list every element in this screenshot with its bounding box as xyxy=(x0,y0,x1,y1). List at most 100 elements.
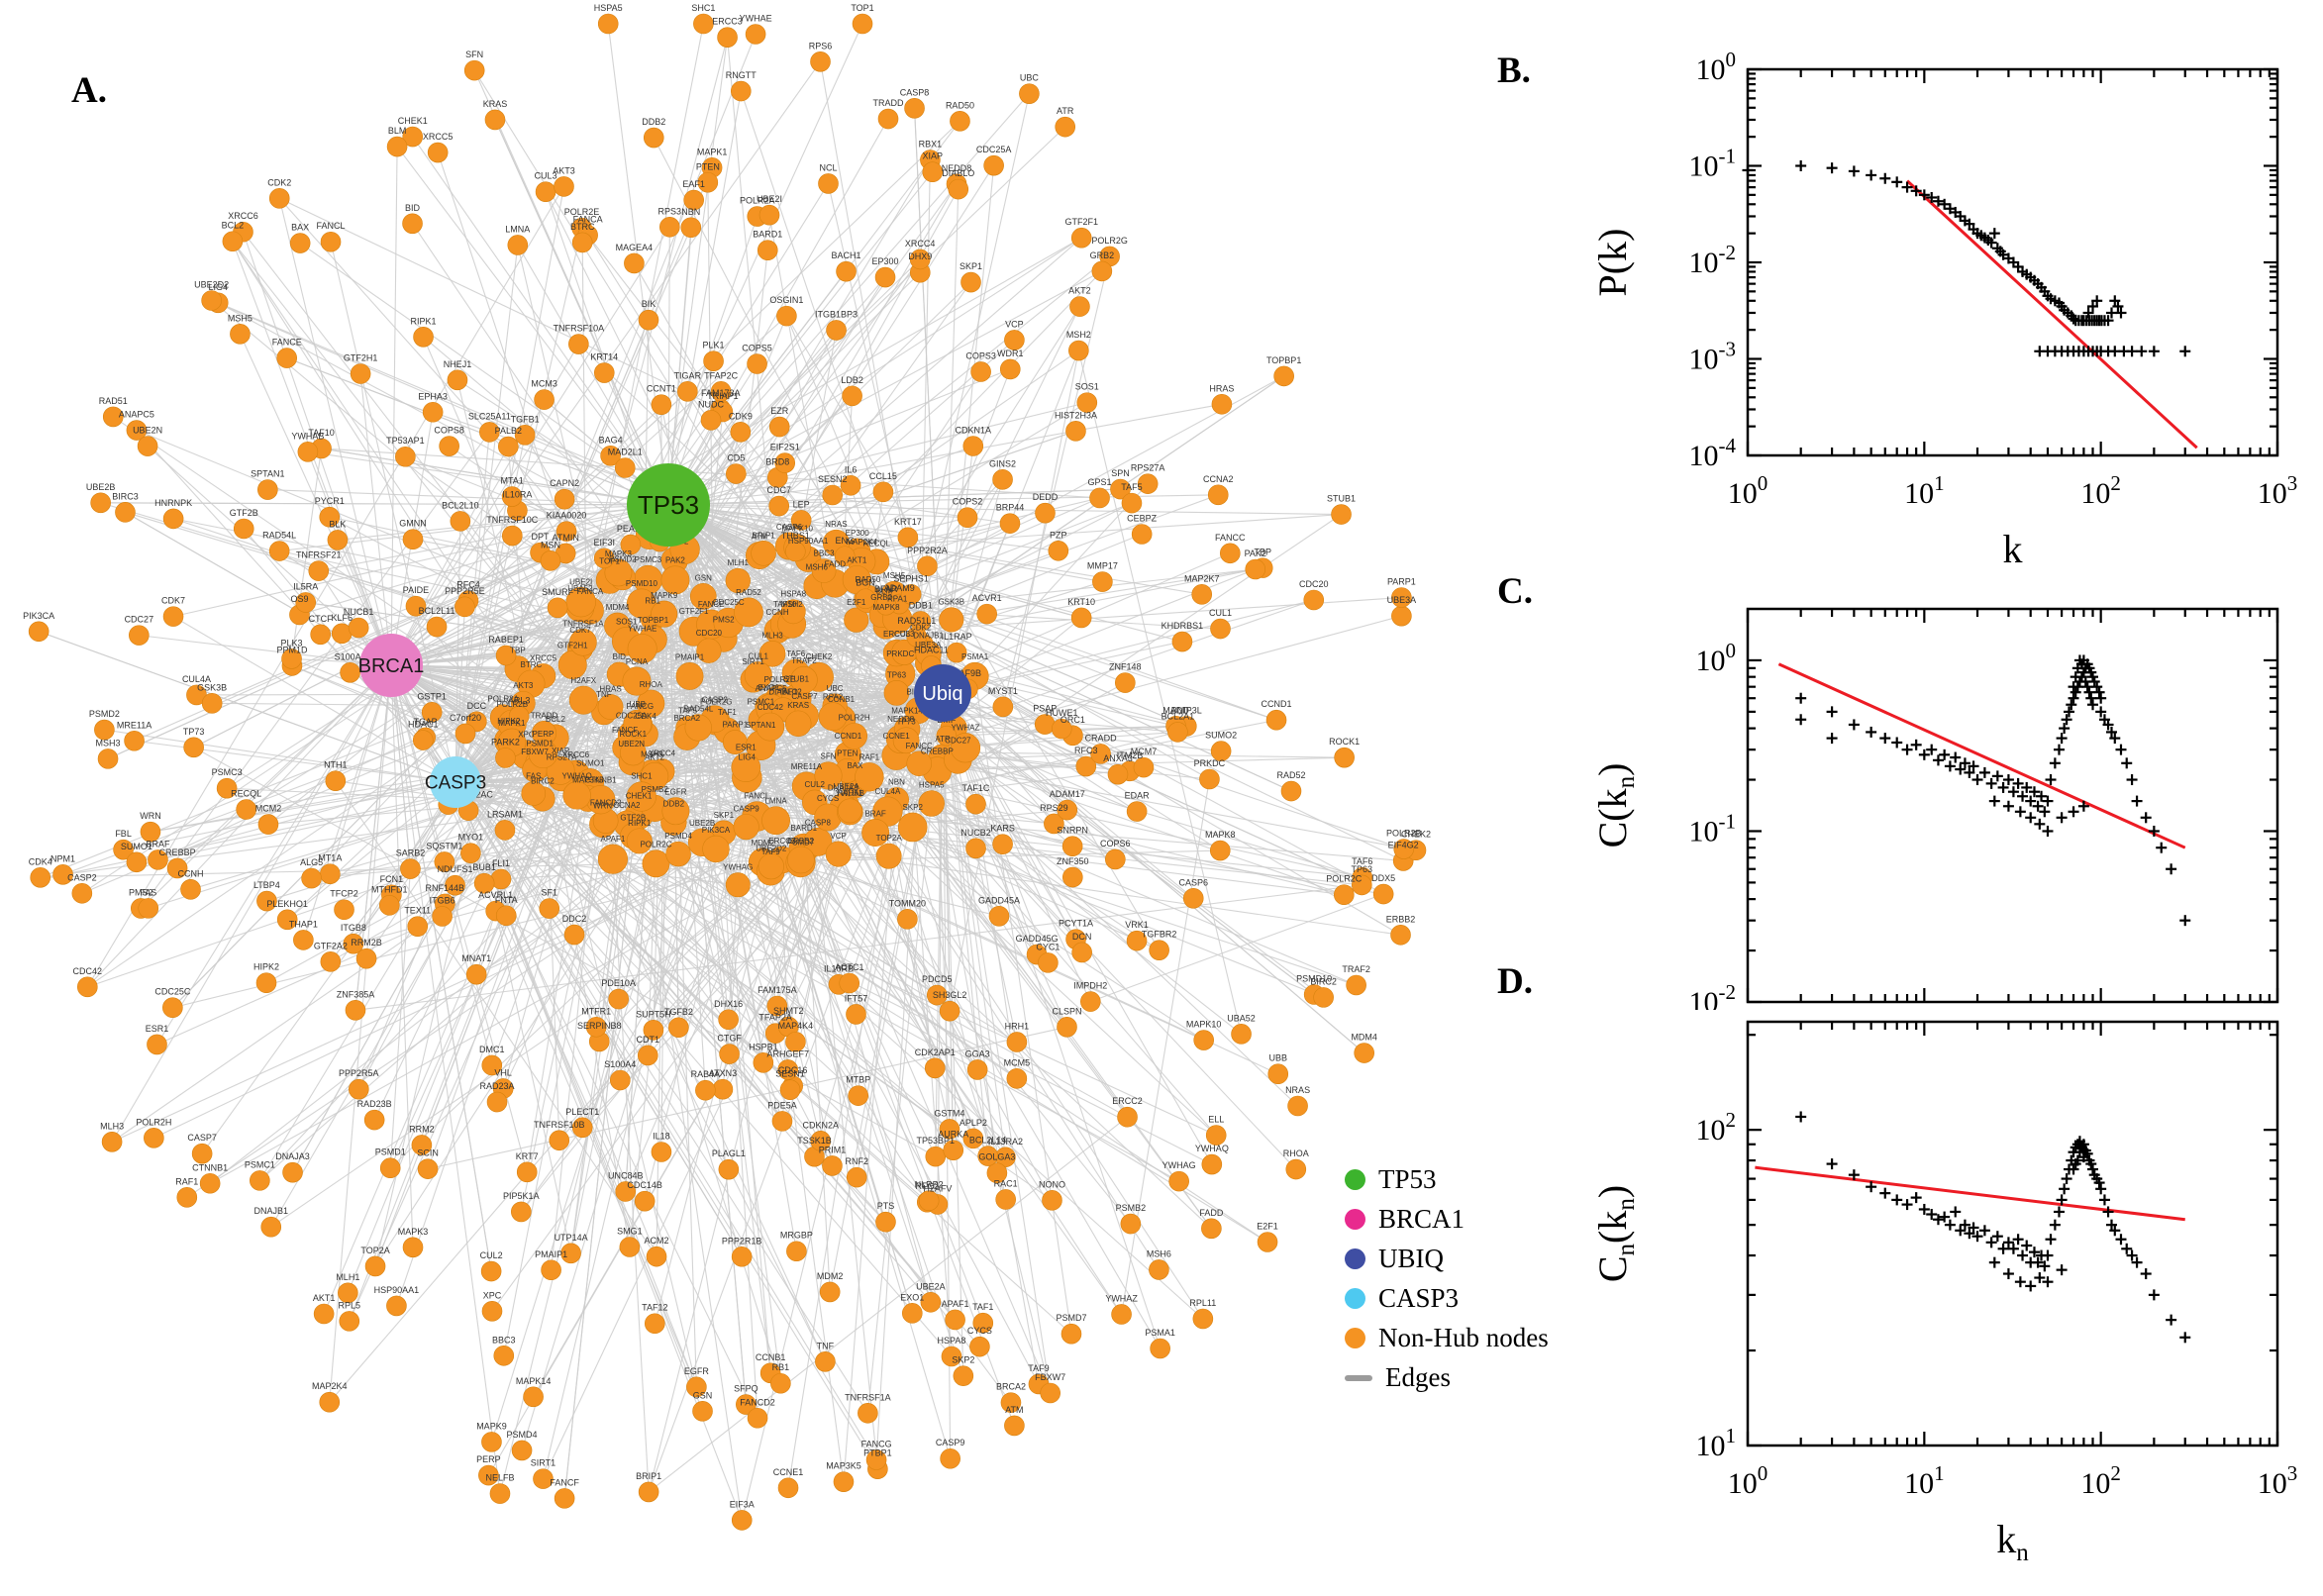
gene-label: CDT1 xyxy=(637,1035,660,1045)
non-hub-node xyxy=(848,1085,869,1106)
gene-label: RPS29 xyxy=(1040,803,1068,813)
gene-label: BBC3 xyxy=(492,1335,516,1345)
non-hub-node xyxy=(426,616,448,638)
gene-label: BCL2L10 xyxy=(442,500,479,510)
gene-label: BIRC3 xyxy=(112,491,139,501)
gene-label: TEX11 xyxy=(404,906,431,916)
non-hub-node xyxy=(554,1488,575,1509)
non-hub-node xyxy=(695,1079,716,1101)
non-hub-node xyxy=(1060,1323,1082,1345)
gene-label: POLR2B xyxy=(1386,829,1422,839)
gene-label: AKT1 xyxy=(847,555,867,564)
non-hub-node xyxy=(1070,607,1092,629)
non-hub-node xyxy=(1062,866,1083,888)
gene-label: XRCC6 xyxy=(228,211,258,221)
non-hub-node xyxy=(97,748,119,769)
gene-label: GADD45A xyxy=(978,895,1020,905)
gene-label: NTH1 xyxy=(324,760,348,770)
non-hub-node xyxy=(166,857,188,879)
non-hub-node xyxy=(600,445,621,466)
gene-label: CDK2 xyxy=(267,177,291,187)
gene-label: PSMD7 xyxy=(1056,1313,1086,1323)
gene-label: EPHA3 xyxy=(418,391,448,401)
gene-label: PRKDC xyxy=(1194,758,1226,768)
gene-label: EP300 xyxy=(872,256,899,266)
gene-label: FANCG xyxy=(861,1440,892,1449)
non-hub-node xyxy=(454,596,475,618)
non-hub-node xyxy=(1126,801,1148,822)
gene-label: UBA52 xyxy=(1227,1013,1256,1023)
non-hub-node xyxy=(719,1044,740,1064)
gene-label: GGA3 xyxy=(965,1048,990,1058)
non-hub-node xyxy=(976,603,997,625)
gene-label: HNRNPK xyxy=(154,498,192,508)
gene-label: MADD xyxy=(1162,705,1189,715)
gene-label: BARD1 xyxy=(753,230,782,240)
gene-label: DDB2 xyxy=(642,117,665,127)
non-hub-node xyxy=(1351,874,1372,896)
non-hub-node xyxy=(554,488,575,510)
gene-label: TAF5 xyxy=(1121,482,1142,492)
gene-label: XIAP xyxy=(922,151,943,161)
gene-label: CCNB1 xyxy=(756,1352,786,1362)
non-hub-node xyxy=(1105,848,1126,870)
gene-label: EAF1 xyxy=(682,179,705,189)
gene-label: COPS2 xyxy=(953,497,983,507)
gene-label: TRIAP1 xyxy=(707,391,739,401)
non-hub-node xyxy=(191,1143,213,1164)
gene-label: ADAM9 xyxy=(884,583,915,593)
node-swatch-icon xyxy=(1345,1209,1365,1230)
gene-label: XRCC5 xyxy=(530,653,557,662)
gene-label: UBE3A xyxy=(1387,595,1417,605)
x-tick-label: 101 xyxy=(1904,1461,1945,1500)
data-points xyxy=(1742,160,2191,357)
gene-label: VCP xyxy=(830,832,846,841)
gene-label: GTF2H1 xyxy=(344,352,378,362)
non-hub-node xyxy=(140,821,161,843)
non-hub-node xyxy=(1000,1392,1022,1413)
gene-label: APAF1 xyxy=(942,1299,969,1309)
gene-label: CDC14B xyxy=(627,1180,662,1190)
legend-item-brca1: BRCA1 xyxy=(1345,1204,1549,1235)
non-hub-node xyxy=(378,895,400,916)
non-hub-node xyxy=(965,838,986,859)
gene-label: MTBP xyxy=(846,1075,870,1085)
gene-label: BTRC xyxy=(570,222,595,232)
non-hub-node xyxy=(960,271,981,293)
non-hub-node xyxy=(1182,887,1204,909)
non-hub-node xyxy=(1131,524,1153,545)
gene-label: MAD2L1 xyxy=(608,447,643,456)
hub-label-tp53: TP53 xyxy=(638,490,699,520)
non-hub-node xyxy=(340,661,360,683)
gene-label: TSSK1B xyxy=(797,1136,832,1146)
gene-label: COPS3 xyxy=(965,350,996,360)
non-hub-node xyxy=(395,446,416,467)
gene-label: GINS2 xyxy=(989,458,1016,468)
gene-label: TFAP2C xyxy=(704,370,739,380)
non-hub-node xyxy=(992,696,1014,718)
gene-label: RBX1 xyxy=(919,140,943,150)
gene-label: IL6 xyxy=(845,464,858,474)
non-hub-node xyxy=(825,841,852,867)
gene-label: SF1 xyxy=(541,888,557,898)
non-hub-node xyxy=(320,951,342,972)
gene-label: TNFRSF10C xyxy=(486,515,539,525)
gene-label: ANXA3 xyxy=(1103,753,1133,763)
non-hub-node xyxy=(936,725,958,747)
non-hub-node xyxy=(842,385,862,407)
non-hub-node xyxy=(402,213,423,235)
non-hub-node xyxy=(282,1161,303,1183)
non-hub-node xyxy=(363,1109,385,1131)
gene-label: CREBBP xyxy=(921,748,954,756)
gene-label: GTF2F1 xyxy=(1064,217,1098,227)
non-hub-node xyxy=(52,864,73,885)
non-hub-node xyxy=(350,363,371,384)
non-hub-node xyxy=(481,1054,503,1076)
non-hub-node xyxy=(841,723,868,749)
gene-label: MAP3K5 xyxy=(826,1461,861,1471)
gene-label: GRB2 xyxy=(1090,250,1115,260)
gene-label: FANCC xyxy=(1215,533,1246,543)
non-hub-node xyxy=(644,1313,665,1335)
non-hub-node xyxy=(962,436,984,456)
gene-label: SHMT2 xyxy=(773,1006,804,1016)
